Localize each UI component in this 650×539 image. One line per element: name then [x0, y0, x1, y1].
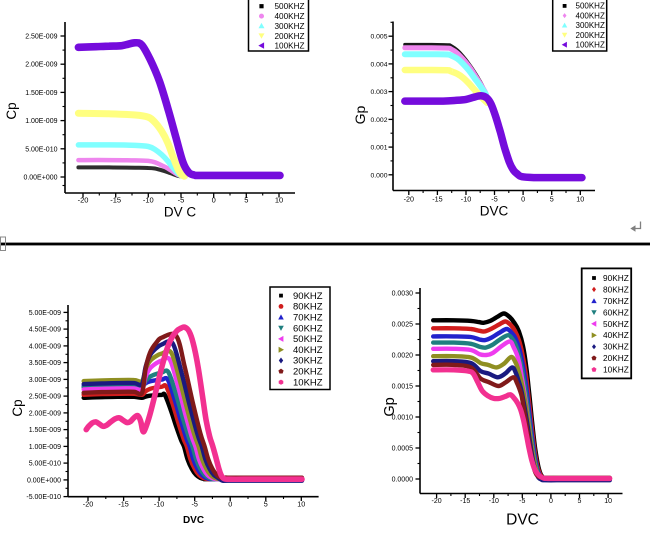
- svg-text:500KHZ: 500KHZ: [576, 2, 605, 11]
- svg-text:0.0000: 0.0000: [392, 477, 414, 484]
- svg-text:2.50E-009: 2.50E-009: [29, 394, 61, 401]
- svg-text:0.003: 0.003: [370, 89, 387, 96]
- svg-text:5: 5: [264, 500, 268, 509]
- svg-text:0.002: 0.002: [370, 117, 387, 124]
- svg-text:5: 5: [244, 196, 248, 205]
- svg-text:20KHZ: 20KHZ: [293, 367, 323, 378]
- svg-text:-10: -10: [143, 196, 154, 205]
- svg-text:40KHZ: 40KHZ: [603, 330, 629, 340]
- svg-text:0.0020: 0.0020: [392, 353, 414, 360]
- svg-text:-20: -20: [83, 500, 93, 509]
- svg-text:50KHZ: 50KHZ: [603, 319, 629, 329]
- svg-text:-20: -20: [432, 498, 442, 505]
- svg-text:Gp: Gp: [352, 105, 368, 124]
- svg-text:30KHZ: 30KHZ: [293, 356, 323, 367]
- svg-text:100KHZ: 100KHZ: [576, 41, 605, 50]
- svg-text:10: 10: [275, 196, 283, 205]
- svg-text:70KHZ: 70KHZ: [603, 296, 629, 306]
- svg-text:0.00E+000: 0.00E+000: [23, 175, 57, 182]
- svg-text:300KHZ: 300KHZ: [275, 22, 305, 31]
- svg-text:-5: -5: [519, 498, 525, 505]
- svg-text:5.00E-010: 5.00E-010: [29, 461, 61, 468]
- svg-text:-15: -15: [110, 196, 121, 205]
- svg-text:DVC: DVC: [506, 512, 539, 529]
- svg-text:Cp: Cp: [10, 399, 25, 416]
- svg-text:0.001: 0.001: [370, 145, 387, 152]
- svg-text:500KHZ: 500KHZ: [275, 2, 305, 11]
- svg-text:1.50E-009: 1.50E-009: [25, 90, 57, 97]
- svg-text:0.0025: 0.0025: [392, 322, 414, 329]
- svg-text:5: 5: [550, 195, 554, 204]
- svg-text:DVC: DVC: [480, 204, 509, 219]
- svg-text:-10: -10: [489, 498, 499, 505]
- svg-text:100KHZ: 100KHZ: [275, 42, 305, 51]
- svg-text:10KHZ: 10KHZ: [293, 377, 323, 388]
- svg-text:5: 5: [578, 498, 582, 505]
- svg-text:80KHZ: 80KHZ: [293, 302, 323, 313]
- svg-text:DVC: DVC: [183, 515, 204, 526]
- svg-text:0.005: 0.005: [370, 34, 387, 41]
- svg-text:Gp: Gp: [382, 397, 398, 416]
- svg-text:0.0010: 0.0010: [392, 415, 414, 422]
- svg-text:200KHZ: 200KHZ: [576, 31, 605, 40]
- svg-text:0.00E+000: 0.00E+000: [27, 477, 61, 484]
- svg-text:10: 10: [604, 498, 612, 505]
- svg-text:0.000: 0.000: [370, 172, 387, 179]
- svg-text:400KHZ: 400KHZ: [275, 12, 305, 21]
- svg-text:DV C: DV C: [164, 205, 197, 220]
- svg-text:300KHZ: 300KHZ: [576, 21, 605, 30]
- svg-text:-5: -5: [191, 500, 197, 509]
- svg-text:-20: -20: [404, 195, 414, 204]
- svg-text:0: 0: [212, 196, 216, 205]
- svg-text:5.00E-010: 5.00E-010: [25, 146, 57, 153]
- svg-text:3.00E-009: 3.00E-009: [29, 377, 61, 384]
- svg-text:2.00E-009: 2.00E-009: [29, 410, 61, 417]
- svg-text:-5.00E-010: -5.00E-010: [26, 494, 61, 501]
- svg-text:2.00E-009: 2.00E-009: [25, 62, 57, 69]
- svg-text:-15: -15: [118, 500, 128, 509]
- svg-text:200KHZ: 200KHZ: [275, 32, 305, 41]
- svg-text:30KHZ: 30KHZ: [603, 342, 629, 352]
- svg-text:-20: -20: [78, 196, 89, 205]
- svg-text:90KHZ: 90KHZ: [603, 273, 629, 283]
- svg-text:-15: -15: [460, 498, 470, 505]
- svg-text:10: 10: [576, 195, 584, 204]
- svg-text:60KHZ: 60KHZ: [293, 323, 323, 334]
- svg-text:4.00E-009: 4.00E-009: [29, 343, 61, 350]
- svg-text:1.50E-009: 1.50E-009: [29, 427, 61, 434]
- svg-text:-5: -5: [491, 195, 497, 204]
- svg-text:-10: -10: [154, 500, 164, 509]
- svg-text:10KHZ: 10KHZ: [603, 365, 629, 375]
- svg-text:2.50E-009: 2.50E-009: [25, 34, 57, 41]
- svg-text:0: 0: [549, 498, 553, 505]
- svg-text:-15: -15: [432, 195, 442, 204]
- svg-text:70KHZ: 70KHZ: [293, 312, 323, 323]
- svg-text:1.00E-009: 1.00E-009: [29, 444, 61, 451]
- svg-text:50KHZ: 50KHZ: [293, 334, 323, 345]
- svg-text:1.00E-009: 1.00E-009: [25, 118, 57, 125]
- svg-text:0.0015: 0.0015: [392, 384, 414, 391]
- svg-text:0.004: 0.004: [370, 61, 387, 68]
- svg-text:0: 0: [521, 195, 525, 204]
- svg-text:400KHZ: 400KHZ: [576, 11, 605, 20]
- svg-text:40KHZ: 40KHZ: [293, 345, 323, 356]
- svg-text:Cp: Cp: [4, 102, 19, 119]
- svg-text:3.50E-009: 3.50E-009: [29, 360, 61, 367]
- svg-text:0: 0: [228, 500, 232, 509]
- svg-text:10: 10: [297, 500, 305, 509]
- svg-text:0.0005: 0.0005: [392, 446, 414, 453]
- svg-text:0.0030: 0.0030: [392, 291, 414, 298]
- svg-text:5.00E-009: 5.00E-009: [29, 310, 61, 317]
- svg-text:60KHZ: 60KHZ: [603, 307, 629, 317]
- svg-text:20KHZ: 20KHZ: [603, 353, 629, 363]
- svg-text:90KHZ: 90KHZ: [293, 291, 323, 302]
- svg-text:80KHZ: 80KHZ: [603, 284, 629, 294]
- svg-text:4.50E-009: 4.50E-009: [29, 327, 61, 334]
- svg-text:-5: -5: [178, 196, 185, 205]
- svg-text:-10: -10: [461, 195, 471, 204]
